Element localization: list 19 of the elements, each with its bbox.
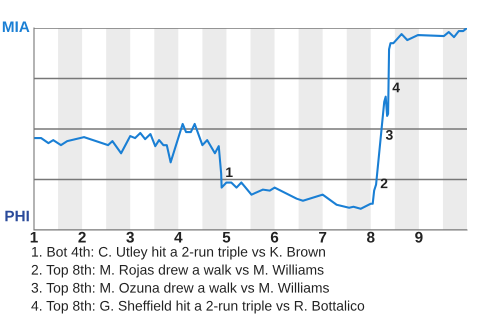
annotation: 4: [392, 82, 400, 92]
x-tick-label: 5: [222, 232, 230, 243]
x-tick-label: 9: [415, 232, 423, 243]
x-tick-label: 7: [319, 232, 326, 242]
text: 2. Top 8th: M. Rojas drew a walk vs M. Williams: [32, 264, 324, 278]
x-tick-label: 6: [270, 232, 278, 243]
ref-line-label: PHI: [5, 210, 29, 222]
text: 4. Top 8th: G. Sheffield hit a 2-run triple vs R. Bottalico: [31, 300, 364, 314]
x-tick-label: 4: [174, 232, 182, 242]
text: 3. Top 8th: M. Ozuna drew a walk vs M. Williams: [32, 282, 329, 296]
x-tick-label: 8: [367, 232, 375, 243]
x-tick-label: 3: [126, 232, 134, 243]
text: 1. Bot 4th: C. Utley hit a 2-run triple vs K. Brown: [32, 246, 325, 260]
annotation: 3: [386, 130, 393, 140]
annotation: 2: [380, 178, 388, 188]
ref-line-label: MIA: [2, 21, 30, 32]
x-tick-label: 1: [30, 232, 38, 242]
x-tick-label: 2: [78, 232, 86, 242]
annotation: 1: [226, 167, 233, 178]
